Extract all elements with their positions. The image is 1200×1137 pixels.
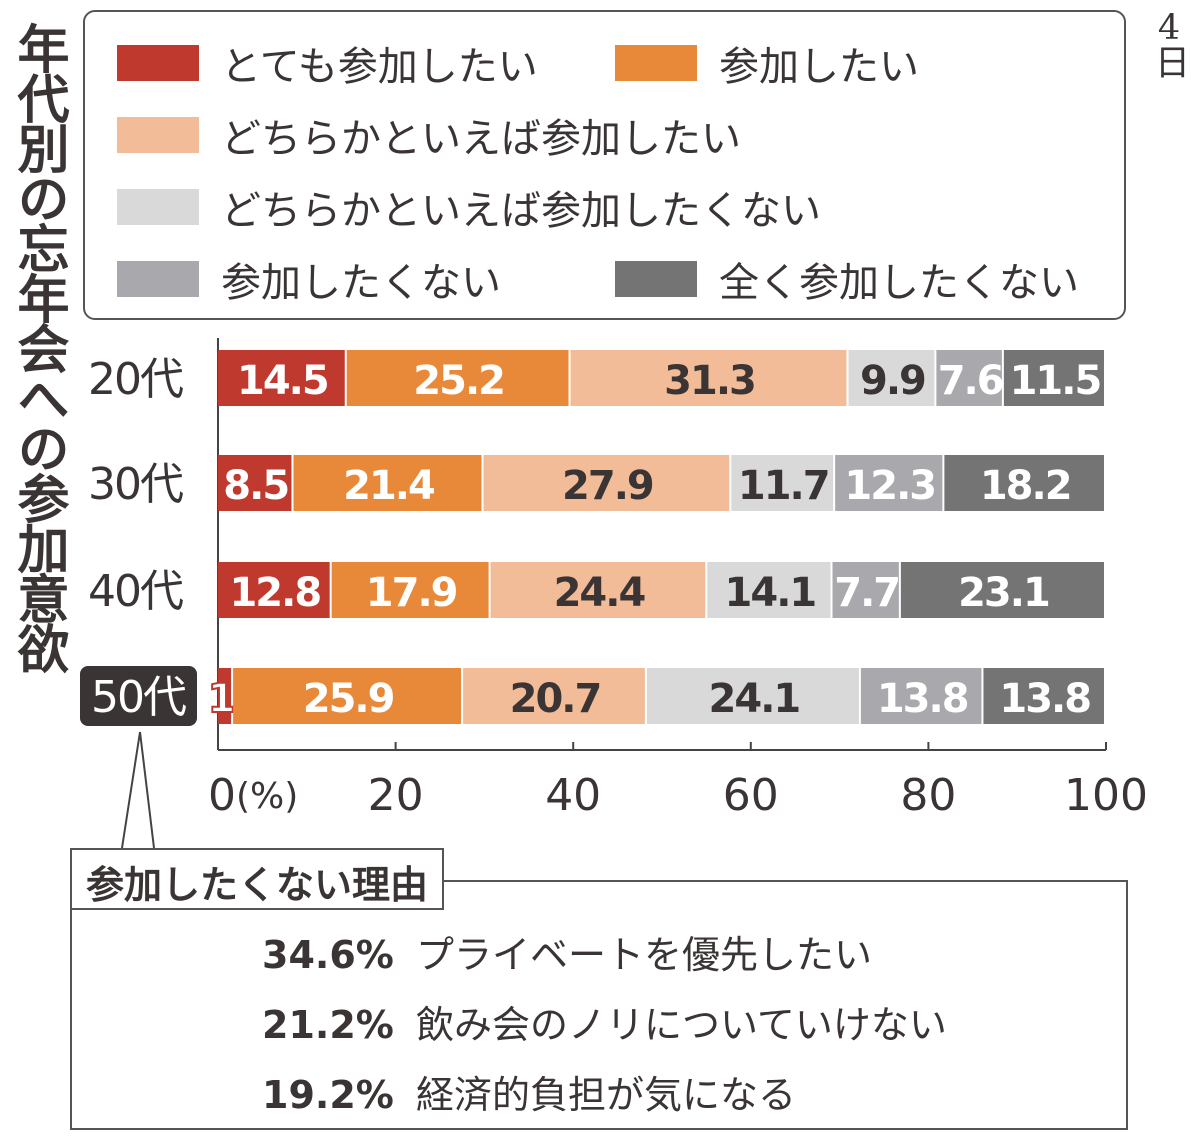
bar-segment	[218, 562, 330, 618]
bar-segment	[900, 562, 1104, 618]
x-unit-label: (%)	[236, 776, 298, 817]
bar-segment	[936, 350, 1002, 406]
bar-segment	[346, 350, 569, 406]
legend-item: どちらかといえば参加したい	[117, 106, 741, 164]
bar-segment	[832, 562, 899, 618]
bar-segment	[570, 350, 847, 406]
bar-value-label: 27.9	[562, 463, 653, 509]
bar-value-label: 23.1	[958, 570, 1049, 616]
bar-segment	[331, 562, 489, 618]
x-tick-label: 40	[545, 770, 601, 821]
bar-value-label: 25.9	[303, 676, 394, 722]
bar-value-label: 17.9	[366, 570, 457, 616]
bar-value-label: 20.7	[510, 676, 601, 722]
bar-segment	[218, 668, 232, 724]
category-label: 30代	[88, 459, 183, 510]
x-tick-label: 60	[723, 770, 779, 821]
bar-segment	[848, 350, 935, 406]
legend-swatch	[117, 117, 199, 153]
bar-value-label: 7.6	[938, 358, 1003, 404]
bar-value-label: 11.5	[1010, 358, 1101, 404]
bar-segment	[483, 455, 730, 511]
reason-row: 34.6% プライベートを優先したい	[262, 924, 872, 979]
bar-value-label: 31.3	[664, 358, 755, 404]
reason-pct: 21.2%	[262, 1003, 394, 1047]
bar-value-label: 13.8	[877, 676, 968, 722]
bar-value-label: 21.4	[343, 463, 434, 509]
reason-text: 経済的負担が気になる	[416, 1073, 797, 1117]
legend-swatch	[615, 261, 697, 297]
bar-value-label: 24.1	[709, 676, 800, 722]
bar-segment	[707, 562, 831, 618]
bar-segment	[218, 350, 345, 406]
bar-segment	[860, 668, 982, 724]
x-tick-label: 20	[368, 770, 424, 821]
reasons-box: 34.6% プライベートを優先したい 21.2% 飲み会のノリについていけない 19…	[70, 880, 1128, 1130]
category-label: 20代	[88, 354, 183, 405]
legend-item: 参加したい	[615, 34, 919, 92]
x-tick-label: 100	[1064, 770, 1148, 821]
bar-segment	[1003, 350, 1104, 406]
bar-value-label: 25.2	[413, 358, 504, 404]
reason-text: 飲み会のノリについていけない	[416, 1003, 947, 1047]
bar-value-label: 8.5	[223, 463, 288, 509]
category-highlight	[80, 666, 197, 726]
bar-value-label: 9.9	[860, 358, 925, 404]
legend-label: どちらかといえば参加したい	[221, 116, 741, 162]
reason-row: 21.2% 飲み会のノリについていけない	[262, 994, 947, 1049]
chart-title: 年代別の忘年会への参加意欲	[8, 22, 68, 672]
bar-value-label: 11.7	[738, 463, 829, 509]
reason-pct: 34.6%	[262, 933, 394, 977]
x-tick-label: 0	[208, 770, 236, 821]
legend: とても参加したい 参加したい どちらかといえば参加したい どちらかといえば参加し…	[83, 10, 1126, 320]
reason-row: 19.2% 経済的負担が気になる	[262, 1064, 796, 1119]
legend-swatch	[117, 45, 199, 81]
x-tick-label: 80	[900, 770, 956, 821]
legend-label: とても参加したい	[221, 44, 538, 90]
bar-segment	[233, 668, 462, 724]
legend-label: 参加したい	[719, 44, 919, 90]
legend-item: どちらかといえば参加したくない	[117, 178, 821, 236]
category-label: 50代	[91, 672, 186, 723]
bar-segment	[218, 455, 292, 511]
bar-value-label: 12.8	[229, 570, 320, 616]
legend-item: とても参加したい	[117, 34, 538, 92]
reason-pct: 19.2%	[262, 1073, 394, 1117]
reasons-title: 参加したくない理由	[70, 848, 445, 910]
bar-segment	[463, 668, 645, 724]
bar-segment	[490, 562, 706, 618]
legend-label: どちらかといえば参加したくない	[221, 188, 821, 234]
legend-label: 全く参加したくない	[719, 260, 1079, 306]
bar-segment	[835, 455, 943, 511]
legend-item: 参加したくない	[117, 250, 501, 308]
bar-segment	[944, 455, 1104, 511]
callout-pointer	[121, 731, 155, 849]
bar-value-label: 18.2	[980, 463, 1071, 509]
source-note: ※Job総研の調査に基づく。調査期間は令和7年10月29日から11月4日	[1149, 8, 1200, 1117]
bar-value-label: 14.5	[237, 358, 328, 404]
bar-value-label: 24.4	[554, 570, 645, 616]
category-label: 40代	[88, 566, 183, 617]
bar-value-label: 14.1	[725, 570, 816, 616]
legend-swatch	[117, 189, 199, 225]
legend-item: 全く参加したくない	[615, 250, 1079, 308]
bar-segment	[293, 455, 482, 511]
bar-segment	[646, 668, 859, 724]
legend-label: 参加したくない	[221, 260, 501, 306]
bar-segment	[983, 668, 1104, 724]
legend-swatch	[615, 45, 697, 81]
bar-value-label: 13.8	[999, 676, 1090, 722]
legend-swatch	[117, 261, 199, 297]
bar-value-label: 12.3	[844, 463, 935, 509]
bar-segment	[731, 455, 834, 511]
bar-value-label: 7.7	[834, 570, 899, 616]
reason-text: プライベートを優先したい	[416, 933, 873, 977]
